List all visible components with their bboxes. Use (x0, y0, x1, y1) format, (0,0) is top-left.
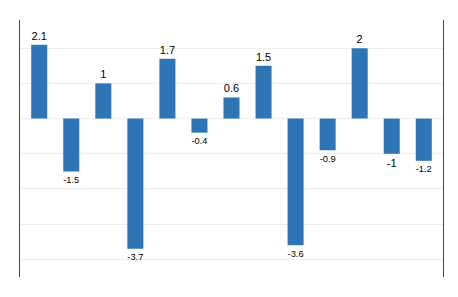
svg-text:2.1: 2.1 (32, 30, 47, 42)
svg-text:1.7: 1.7 (160, 44, 175, 56)
svg-text:1.5: 1.5 (256, 51, 271, 63)
svg-text:-3.7: -3.7 (127, 252, 143, 262)
svg-text:-0.9: -0.9 (320, 154, 336, 164)
svg-text:-1: -1 (387, 157, 397, 169)
svg-text:-3.6: -3.6 (288, 249, 304, 259)
svg-text:2: 2 (357, 33, 363, 45)
svg-text:0.6: 0.6 (224, 82, 239, 94)
svg-text:-1.5: -1.5 (63, 175, 79, 185)
svg-text:1: 1 (100, 68, 106, 80)
svg-text:-1.2: -1.2 (416, 164, 432, 174)
svg-text:-0.4: -0.4 (191, 136, 207, 146)
